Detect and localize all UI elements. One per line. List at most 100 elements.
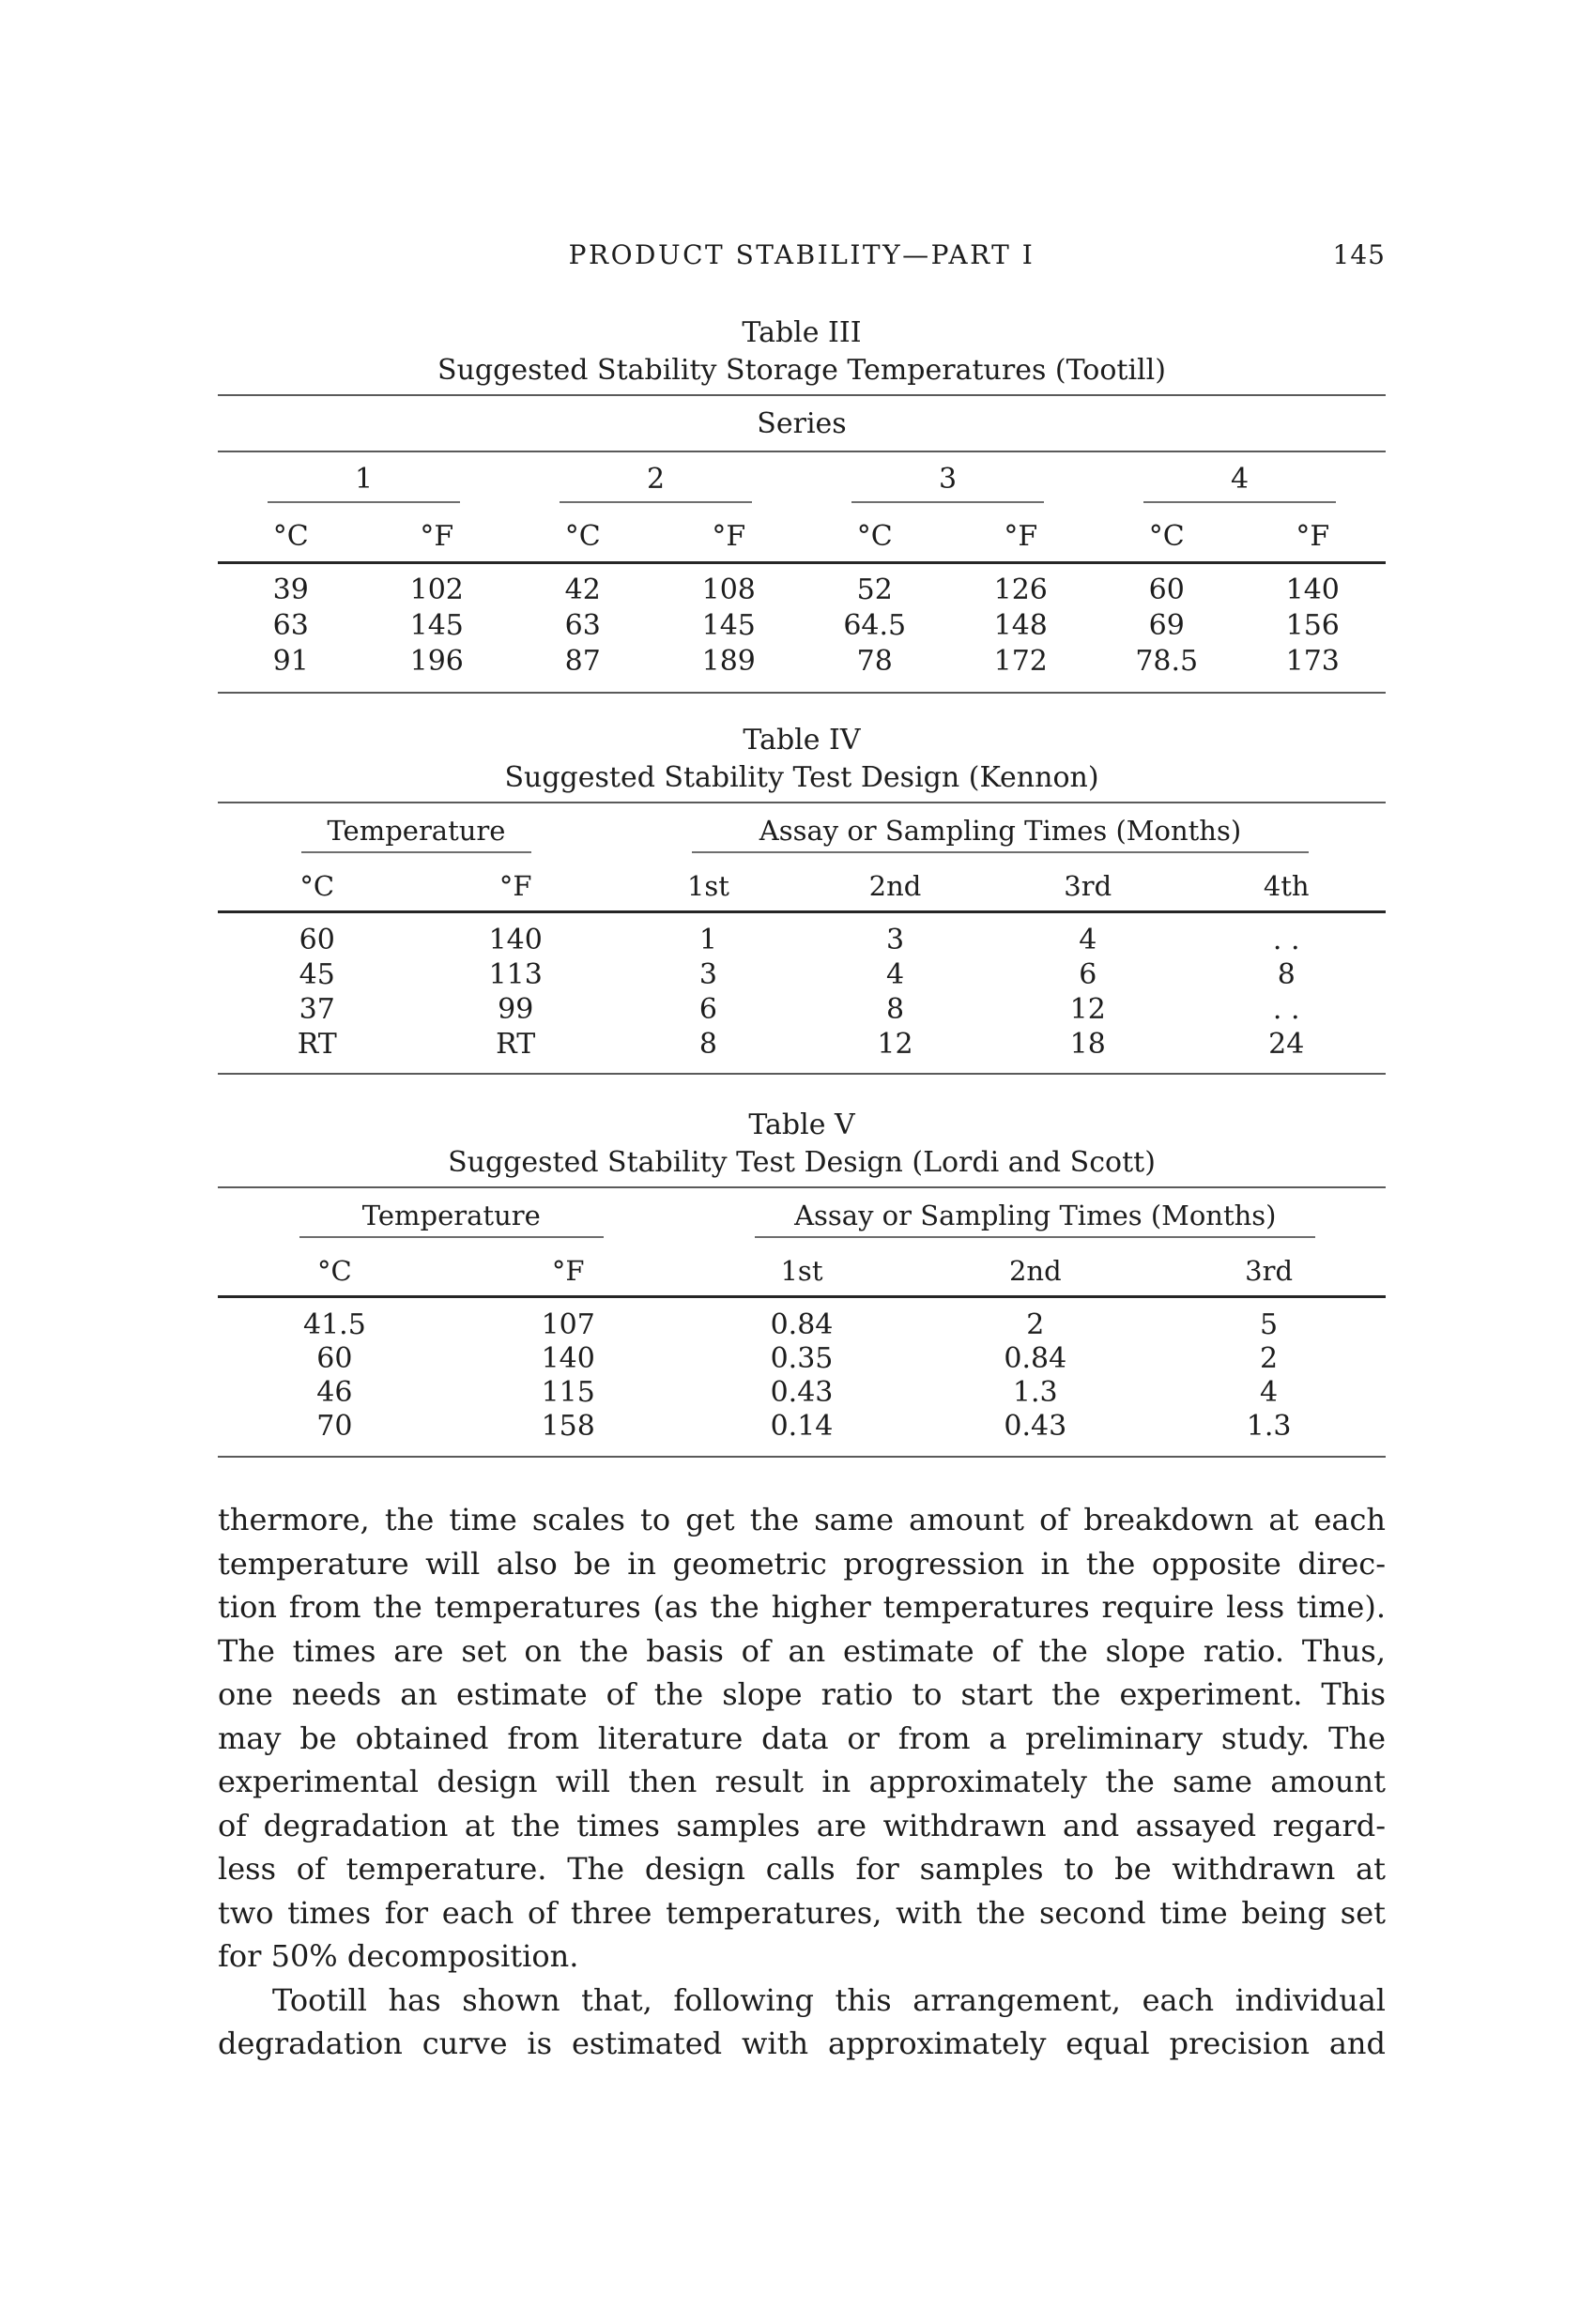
table-cell: 5 — [1260, 1307, 1279, 1341]
table-cell: 4 — [885, 958, 905, 991]
table-cell: 172 — [947, 643, 1094, 694]
series-group-header: Series — [218, 394, 1386, 452]
table-cell: 99 — [498, 993, 534, 1026]
table-cell: 8 — [1277, 958, 1296, 991]
text-line: tion from the temperatures (as the highe… — [218, 1589, 1386, 1625]
table-cell: 108 — [701, 573, 756, 606]
table-row: 91 196 87 189 78 172 78.5 173 — [218, 643, 1386, 694]
table-cell: 60 — [299, 924, 335, 956]
column-header: °F — [451, 1246, 685, 1298]
text-line: two times for each of three temperatures… — [218, 1894, 1386, 1931]
assay-group-header: Assay or Sampling Times (Months) — [759, 815, 1242, 847]
column-header: 3rd — [1152, 1246, 1386, 1298]
text-line: one needs an estimate of the slope ratio… — [218, 1676, 1386, 1712]
text-line: Tootill has shown that, following this a… — [272, 1981, 1386, 2018]
table-cell: 6 — [698, 993, 717, 1026]
text-line: temperature will also be in geometric pr… — [218, 1545, 1386, 1582]
table-cell: 70 — [218, 1409, 452, 1458]
text-line: may be obtained from literature data or … — [218, 1720, 1386, 1756]
table-cell: 0.35 — [770, 1341, 834, 1375]
table-cell: . . — [1272, 993, 1300, 1026]
column-header: 1st — [614, 862, 802, 913]
table-cell: 140 — [1285, 573, 1340, 606]
column-header: 2nd — [918, 1246, 1153, 1298]
column-header: °F — [363, 511, 510, 564]
table-iii-title: Table III — [742, 316, 862, 349]
text-line: less of temperature. The design calls fo… — [218, 1851, 1386, 1887]
table-iii-grid: Series 1 2 3 4 — [218, 394, 1386, 694]
column-header: °C — [1094, 511, 1240, 564]
series-column: 3 — [802, 451, 1094, 511]
text-line: The times are set on the basis of an est… — [218, 1632, 1386, 1669]
column-header: °C — [510, 511, 656, 564]
group-header-row: Temperature Assay or Sampling Times (Mon… — [218, 802, 1386, 862]
table-cell: 78 — [802, 643, 948, 694]
table-v-grid: Temperature Assay or Sampling Times (Mon… — [218, 1186, 1386, 1458]
series-header-row: Series — [218, 394, 1386, 452]
table-cell: . . — [1272, 924, 1300, 956]
column-header: °C — [218, 511, 364, 564]
table-v: Table V Suggested Stability Test Design … — [218, 1108, 1386, 1458]
series-column: 1 — [218, 451, 510, 511]
table-cell: 69 — [1148, 608, 1185, 642]
text-line: of degradation at the times samples are … — [218, 1807, 1386, 1843]
table-cell: RT — [218, 1027, 417, 1075]
series-label: 3 — [938, 463, 958, 496]
table-row: 45 113 3 4 6 8 — [218, 957, 1386, 992]
table-row: 63 145 63 145 64.5 148 69 156 — [218, 607, 1386, 643]
table-cell: 107 — [541, 1307, 595, 1341]
table-cell: 1.3 — [1012, 1375, 1058, 1409]
table-cell: 64.5 — [843, 608, 907, 642]
text-line: experimental design will then result in … — [218, 1764, 1386, 1799]
page-header: PRODUCT STABILITY—PART I 145 — [218, 238, 1386, 272]
column-header-row: °C °F °C °F °C °F °C °F — [218, 511, 1386, 564]
column-header: 2nd — [801, 862, 989, 913]
table-row: RT RT 8 12 18 24 — [218, 1027, 1386, 1075]
table-cell: 8 — [614, 1027, 802, 1075]
table-cell: 0.84 — [770, 1307, 834, 1341]
table-iii: Table III Suggested Stability Storage Te… — [218, 315, 1386, 694]
table-cell: 145 — [701, 608, 756, 642]
temperature-group-header: Temperature — [327, 815, 506, 847]
assay-group: Assay or Sampling Times (Months) — [684, 1186, 1386, 1246]
column-header: °C — [218, 862, 417, 913]
table-v-title: Table V — [748, 1108, 855, 1141]
temperature-group: Temperature — [218, 1186, 685, 1246]
series-column: 4 — [1094, 451, 1386, 511]
table-cell: 91 — [218, 643, 364, 694]
table-cell: 158 — [451, 1409, 685, 1458]
table-v-subtitle: Suggested Stability Test Design (Lordi a… — [448, 1146, 1156, 1179]
column-header: 4th — [1187, 862, 1386, 913]
column-header: °C — [802, 511, 948, 564]
series-underline — [1143, 501, 1337, 503]
assay-group-header: Assay or Sampling Times (Months) — [794, 1200, 1277, 1231]
text-line: thermore, the time scales to get the sam… — [218, 1502, 1386, 1537]
table-cell: 0.84 — [1004, 1341, 1067, 1375]
table-iii-subtitle: Suggested Stability Storage Temperatures… — [437, 354, 1166, 387]
table-row: 39 102 42 108 52 126 60 140 — [218, 563, 1386, 608]
text-line: degradation curve is estimated with appr… — [218, 2026, 1386, 2061]
page-title: PRODUCT STABILITY—PART I — [568, 239, 1035, 270]
series-number-row: 1 2 3 4 — [218, 451, 1386, 511]
table-cell: 3 — [698, 958, 717, 991]
column-header: 1st — [684, 1246, 919, 1298]
paragraph-1: thermore, the time scales to get the sam… — [218, 1498, 1386, 1979]
table-cell: 39 — [272, 573, 309, 606]
table-cell: 115 — [541, 1375, 595, 1409]
table-cell: 12 — [801, 1027, 989, 1075]
paragraph-2: Tootill has shown that, following this a… — [218, 1979, 1386, 2066]
table-cell: 4 — [1260, 1375, 1279, 1409]
body-text: thermore, the time scales to get the sam… — [218, 1498, 1386, 2066]
column-header: °F — [1239, 511, 1386, 564]
group-underline — [755, 1236, 1316, 1238]
table-cell: 78.5 — [1094, 643, 1240, 694]
table-cell: 156 — [1285, 608, 1340, 642]
table-cell: 1 — [698, 924, 717, 956]
table-row: 60 140 1 3 4 . . — [218, 912, 1386, 958]
text-line: for 50% decomposition. — [218, 1938, 579, 1974]
column-header: °F — [947, 511, 1094, 564]
series-label: 2 — [646, 463, 666, 496]
table-cell: 126 — [993, 573, 1048, 606]
table-cell: 24 — [1187, 1027, 1386, 1075]
table-cell: 3 — [885, 924, 905, 956]
